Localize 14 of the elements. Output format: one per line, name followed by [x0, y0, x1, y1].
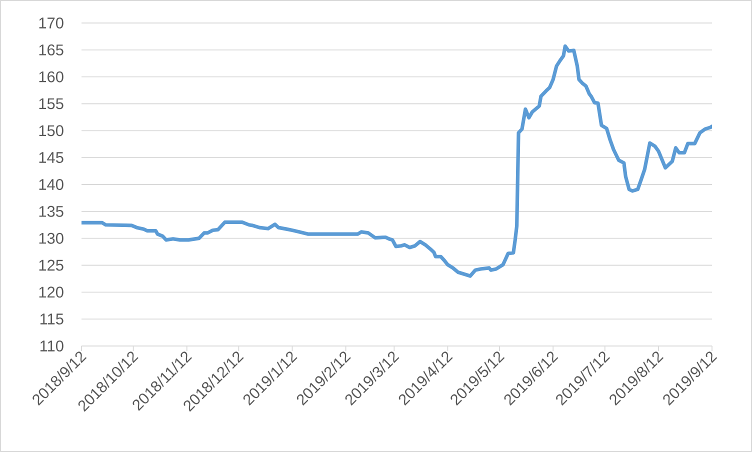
y-tick-label: 115 [40, 314, 64, 324]
y-tick-label: 140 [39, 179, 64, 190]
y-tick-label: 110 [40, 340, 64, 352]
y-tick-label: 150 [39, 125, 64, 136]
y-tick-label: 145 [39, 152, 64, 163]
y-tick-label: 170 [39, 18, 64, 28]
line-series [82, 44, 712, 278]
y-tick-label: 135 [39, 206, 64, 217]
y-tick-label: 130 [39, 232, 64, 244]
y-tick-label: 165 [39, 44, 64, 56]
y-tick-label: 160 [39, 71, 64, 82]
y-tick-label: 155 [39, 98, 64, 110]
y-tick-label: 120 [39, 286, 64, 298]
y-tick-label: 125 [39, 260, 64, 271]
